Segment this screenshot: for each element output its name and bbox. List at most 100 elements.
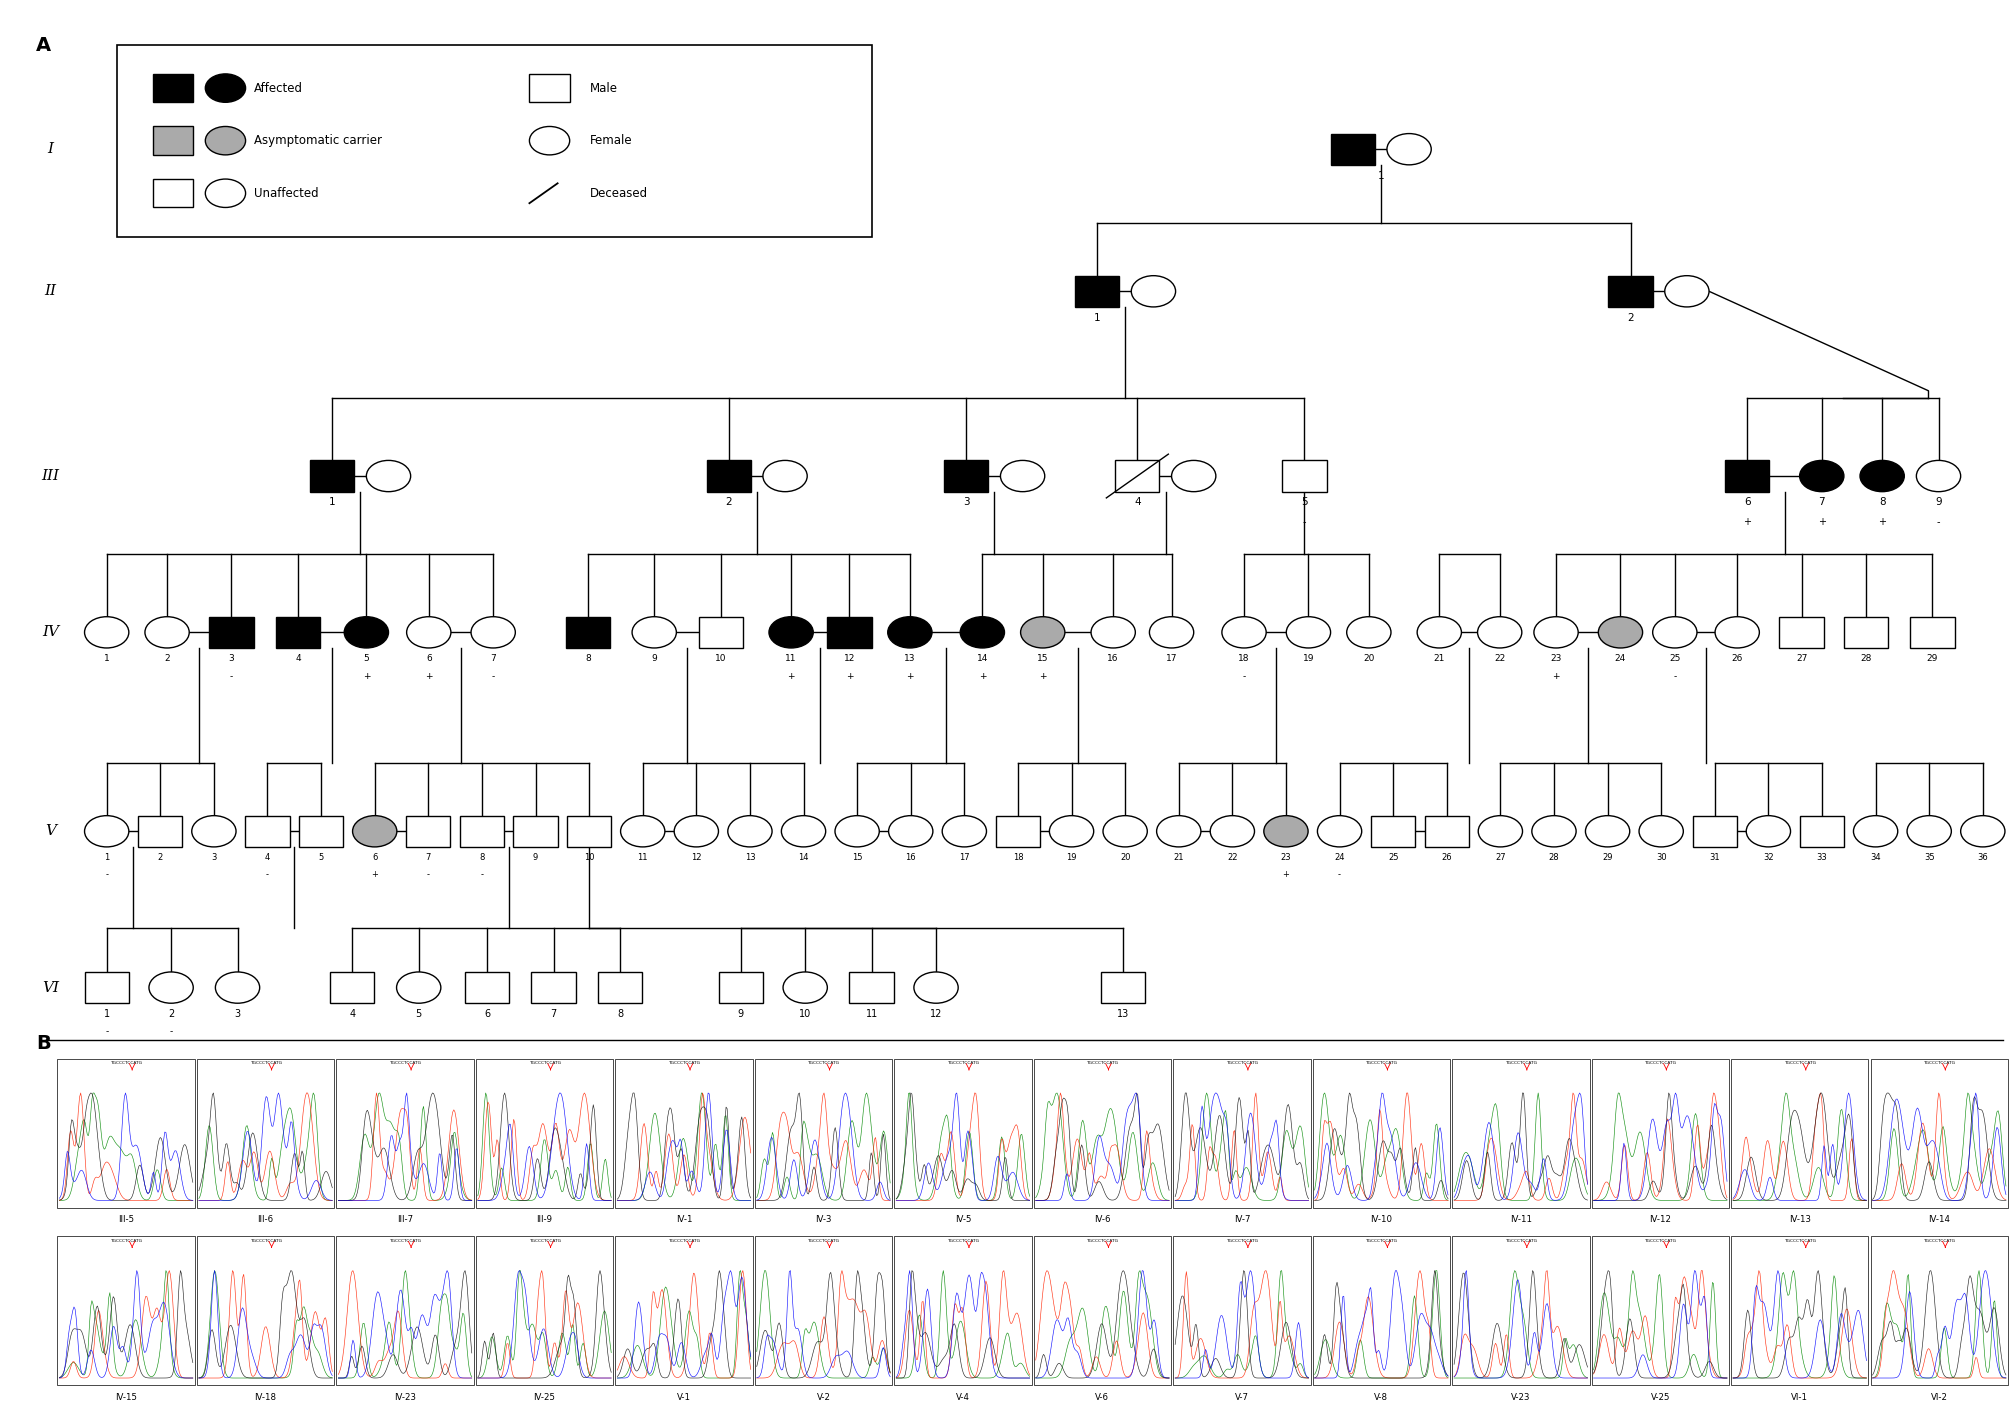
Bar <box>944 460 988 492</box>
Text: Affected: Affected <box>254 81 302 95</box>
Circle shape <box>769 617 813 648</box>
Text: 5: 5 <box>415 1009 423 1019</box>
Circle shape <box>888 816 932 847</box>
Text: TGCCCTCCATG: TGCCCTCCATG <box>1922 1061 1955 1066</box>
Text: +: + <box>845 672 854 681</box>
Bar <box>1451 1059 1590 1208</box>
Text: II: II <box>44 284 56 298</box>
Text: -: - <box>1302 517 1306 527</box>
Text: 7: 7 <box>1818 497 1826 507</box>
Text: 17: 17 <box>958 853 970 861</box>
Bar <box>56 1236 195 1385</box>
Text: 28: 28 <box>1548 853 1560 861</box>
Bar <box>336 1059 473 1208</box>
Text: 7: 7 <box>425 853 431 861</box>
Circle shape <box>888 617 932 648</box>
Circle shape <box>914 972 958 1003</box>
Text: 4: 4 <box>266 853 270 861</box>
Circle shape <box>1639 816 1683 847</box>
Bar <box>1075 276 1119 307</box>
Text: 33: 33 <box>1816 853 1828 861</box>
Text: TGCCCTCCATG: TGCCCTCCATG <box>668 1061 701 1066</box>
Text: -: - <box>105 870 109 878</box>
Text: 15: 15 <box>851 853 862 861</box>
Bar <box>459 816 503 847</box>
Text: III-6: III-6 <box>258 1215 274 1223</box>
Text: 29: 29 <box>1926 654 1939 662</box>
Text: -: - <box>427 870 431 878</box>
Circle shape <box>1745 816 1790 847</box>
Text: V-8: V-8 <box>1375 1393 1389 1401</box>
Text: 6: 6 <box>483 1009 491 1019</box>
Bar <box>699 617 743 648</box>
Text: -: - <box>1339 870 1341 878</box>
Text: 4: 4 <box>1133 497 1141 507</box>
Bar <box>849 972 894 1003</box>
Text: TGCCCTCCATG: TGCCCTCCATG <box>1645 1239 1677 1243</box>
Text: +: + <box>1743 517 1751 527</box>
Text: 1: 1 <box>1377 171 1385 180</box>
Bar <box>1870 1236 2007 1385</box>
Bar <box>1312 1059 1449 1208</box>
Circle shape <box>1264 816 1308 847</box>
Bar <box>330 972 374 1003</box>
Text: 8: 8 <box>586 654 590 662</box>
Text: IV-14: IV-14 <box>1928 1215 1951 1223</box>
Text: IV-12: IV-12 <box>1649 1215 1671 1223</box>
Text: 11: 11 <box>866 1009 878 1019</box>
Bar <box>1035 1236 1172 1385</box>
Text: -: - <box>229 672 234 681</box>
Text: 3: 3 <box>234 1009 242 1019</box>
Text: TGCCCTCCATG: TGCCCTCCATG <box>1506 1061 1536 1066</box>
Text: +: + <box>906 672 914 681</box>
Text: VI: VI <box>42 980 58 995</box>
Bar <box>246 816 290 847</box>
Text: 7: 7 <box>550 1009 558 1019</box>
Circle shape <box>1103 816 1147 847</box>
Text: 15: 15 <box>1037 654 1049 662</box>
Bar <box>1870 1059 2007 1208</box>
Text: IV-6: IV-6 <box>1095 1215 1111 1223</box>
Text: 14: 14 <box>976 654 988 662</box>
Text: 12: 12 <box>843 654 856 662</box>
Text: V-7: V-7 <box>1234 1393 1248 1401</box>
Text: IV: IV <box>42 625 58 639</box>
Text: TGCCCTCCATG: TGCCCTCCATG <box>1087 1239 1119 1243</box>
Circle shape <box>835 816 880 847</box>
Text: IV-1: IV-1 <box>676 1215 692 1223</box>
Text: 18: 18 <box>1013 853 1023 861</box>
Text: 32: 32 <box>1763 853 1773 861</box>
Text: 4: 4 <box>296 654 300 662</box>
Text: TGCCCTCCATG: TGCCCTCCATG <box>1922 1239 1955 1243</box>
Circle shape <box>145 617 189 648</box>
Text: 3: 3 <box>229 654 234 662</box>
Bar <box>1115 460 1159 492</box>
Text: 2: 2 <box>725 497 733 507</box>
Bar <box>894 1059 1033 1208</box>
Text: 1: 1 <box>105 654 109 662</box>
Bar <box>513 816 558 847</box>
Text: 16: 16 <box>1107 654 1119 662</box>
Text: +: + <box>1039 672 1047 681</box>
Circle shape <box>205 179 246 207</box>
Text: I: I <box>48 142 52 156</box>
Text: TGCCCTCCATG: TGCCCTCCATG <box>1226 1239 1258 1243</box>
Circle shape <box>1478 816 1522 847</box>
Text: 24: 24 <box>1335 853 1345 861</box>
Text: 8: 8 <box>1878 497 1886 507</box>
Text: V-25: V-25 <box>1651 1393 1671 1401</box>
Bar <box>616 1236 753 1385</box>
Text: +: + <box>362 672 370 681</box>
Text: IV-23: IV-23 <box>395 1393 417 1401</box>
Text: 28: 28 <box>1860 654 1872 662</box>
Text: 36: 36 <box>1977 853 1989 861</box>
Text: Female: Female <box>590 134 632 148</box>
Text: 17: 17 <box>1166 654 1178 662</box>
Text: IV-5: IV-5 <box>954 1215 970 1223</box>
Text: 25: 25 <box>1387 853 1399 861</box>
Bar <box>755 1236 892 1385</box>
Text: 21: 21 <box>1174 853 1184 861</box>
Circle shape <box>471 617 515 648</box>
Text: 7: 7 <box>491 654 495 662</box>
Text: 14: 14 <box>799 853 809 861</box>
